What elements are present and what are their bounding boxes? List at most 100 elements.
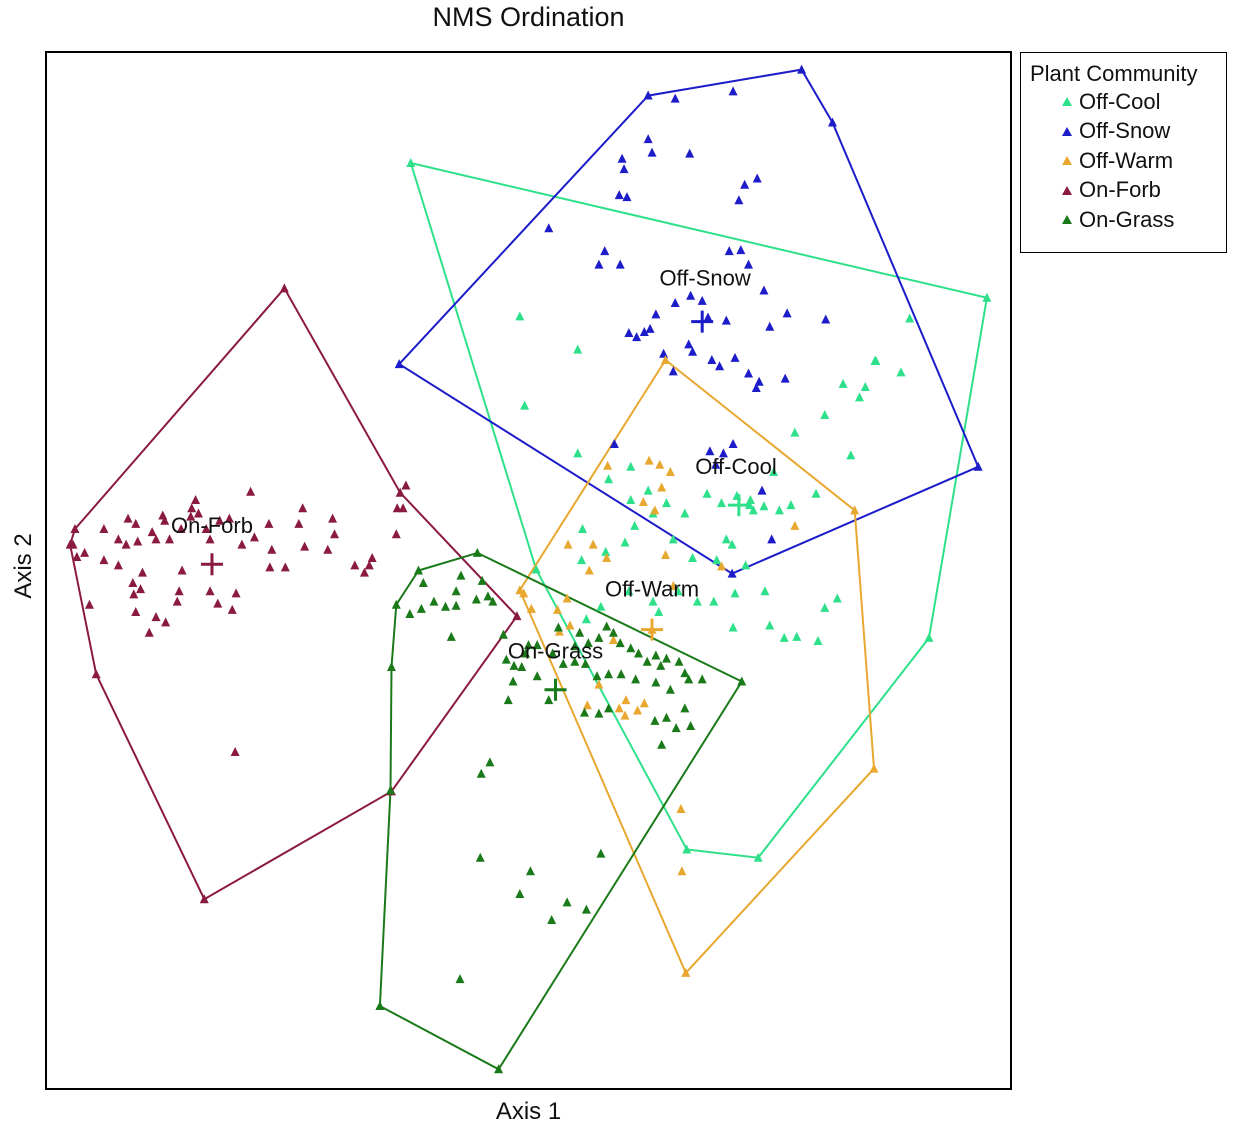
point-on-grass-29 [575, 627, 585, 637]
group-labels: Off-Snow Off-Cool On-Forb Off-Warm On-Grass [171, 265, 777, 663]
point-on-forb-29 [237, 539, 247, 549]
point-off-cool-5 [531, 564, 541, 574]
point-off-snow-42 [715, 361, 725, 371]
point-off-warm-19 [668, 581, 678, 591]
point-off-cool-20 [717, 498, 726, 508]
label-on-forb: On-Forb [171, 513, 253, 538]
point-on-grass-25 [532, 640, 542, 650]
point-on-forb-46 [280, 562, 290, 572]
point-on-grass-73 [581, 904, 591, 914]
point-off-cool-33 [905, 313, 915, 323]
point-off-cool-23 [748, 505, 758, 515]
point-off-warm-23 [552, 604, 562, 614]
point-off-snow-43 [730, 352, 740, 362]
point-on-grass-12 [477, 575, 487, 585]
point-on-grass-74 [596, 848, 606, 858]
point-on-forb-63 [131, 606, 141, 616]
point-off-snow-55 [767, 534, 777, 544]
point-off-cool-38 [769, 466, 779, 476]
centroid-off-snow [691, 310, 714, 333]
centroid-off-warm [641, 618, 664, 641]
point-on-forb-51 [128, 577, 138, 587]
point-off-snow-9 [647, 147, 657, 157]
point-on-forb-61 [151, 612, 161, 622]
point-on-forb-54 [136, 584, 146, 594]
point-off-cool-29 [854, 392, 864, 402]
point-off-cool-1 [982, 292, 992, 302]
point-on-grass-32 [602, 621, 612, 631]
point-off-cool-6 [515, 311, 525, 321]
point-off-snow-20 [594, 259, 604, 269]
point-on-forb-2 [512, 611, 522, 621]
point-on-forb-68 [249, 532, 259, 542]
point-on-forb-16 [131, 518, 141, 528]
point-off-snow-19 [600, 246, 610, 256]
point-on-forb-7 [70, 524, 80, 534]
point-off-snow-31 [782, 308, 792, 318]
point-off-warm-10 [638, 497, 648, 507]
point-off-warm-36 [633, 705, 643, 715]
point-off-cool-55 [760, 586, 770, 596]
point-on-grass-38 [651, 650, 661, 660]
point-on-grass-54 [532, 671, 542, 681]
point-off-snow-10 [617, 153, 627, 163]
point-off-snow-5 [643, 90, 653, 100]
point-off-cool-4 [682, 844, 692, 854]
legend-item-label: Off-Cool [1079, 88, 1161, 114]
point-on-grass-61 [604, 703, 614, 713]
point-off-cool-14 [661, 498, 671, 508]
point-on-grass-68 [476, 768, 486, 778]
point-off-cool-9 [573, 448, 583, 458]
point-off-cool-30 [860, 381, 870, 391]
point-on-forb-34 [323, 544, 333, 554]
point-on-grass-75 [455, 974, 465, 984]
group-centroids [200, 310, 750, 701]
point-off-warm-14 [602, 553, 612, 563]
legend-item-label: On-Grass [1079, 206, 1175, 232]
point-on-forb-38 [364, 560, 374, 570]
point-off-cool-47 [624, 586, 634, 596]
point-off-cool-27 [811, 488, 821, 498]
point-off-cool-12 [626, 494, 636, 504]
point-off-cool-35 [838, 378, 848, 388]
point-off-warm-21 [519, 588, 529, 598]
point-off-warm-16 [584, 565, 594, 575]
point-off-cool-46 [596, 601, 606, 611]
point-on-forb-0 [279, 283, 289, 293]
point-off-snow-17 [734, 195, 744, 205]
point-off-snow-39 [684, 339, 694, 349]
point-off-warm-17 [661, 549, 671, 559]
point-off-snow-7 [728, 86, 738, 96]
point-on-forb-24 [176, 524, 186, 534]
point-on-forb-20 [165, 534, 175, 544]
point-off-cool-18 [680, 508, 690, 518]
point-off-warm-31 [594, 679, 604, 689]
point-on-grass-46 [651, 677, 661, 687]
point-off-snow-1 [827, 117, 837, 127]
point-off-snow-50 [609, 438, 619, 448]
point-off-snow-8 [643, 134, 653, 144]
point-on-forb-64 [84, 599, 94, 609]
chart-title: NMS Ordination [432, 2, 625, 32]
data-points [65, 64, 992, 1074]
point-on-forb-19 [147, 527, 157, 537]
point-off-warm-33 [639, 698, 649, 708]
point-off-cool-41 [712, 555, 722, 565]
point-on-grass-45 [665, 684, 675, 694]
point-off-snow-33 [821, 314, 831, 324]
point-off-snow-35 [645, 323, 655, 333]
point-off-warm-1 [850, 505, 860, 515]
point-on-grass-20 [498, 629, 508, 639]
point-on-grass-0 [472, 547, 482, 557]
point-on-grass-5 [375, 1001, 385, 1011]
point-off-cool-52 [728, 622, 738, 632]
point-on-grass-18 [488, 596, 498, 606]
point-on-grass-59 [579, 707, 589, 717]
point-on-grass-4 [386, 785, 396, 795]
point-on-grass-13 [483, 591, 493, 601]
legend-item-off-warm: Off-Warm [1021, 146, 1226, 176]
point-on-grass-51 [580, 658, 590, 668]
point-on-forb-25 [201, 524, 211, 534]
point-off-warm-32 [582, 700, 592, 710]
point-off-warm-6 [644, 455, 654, 465]
